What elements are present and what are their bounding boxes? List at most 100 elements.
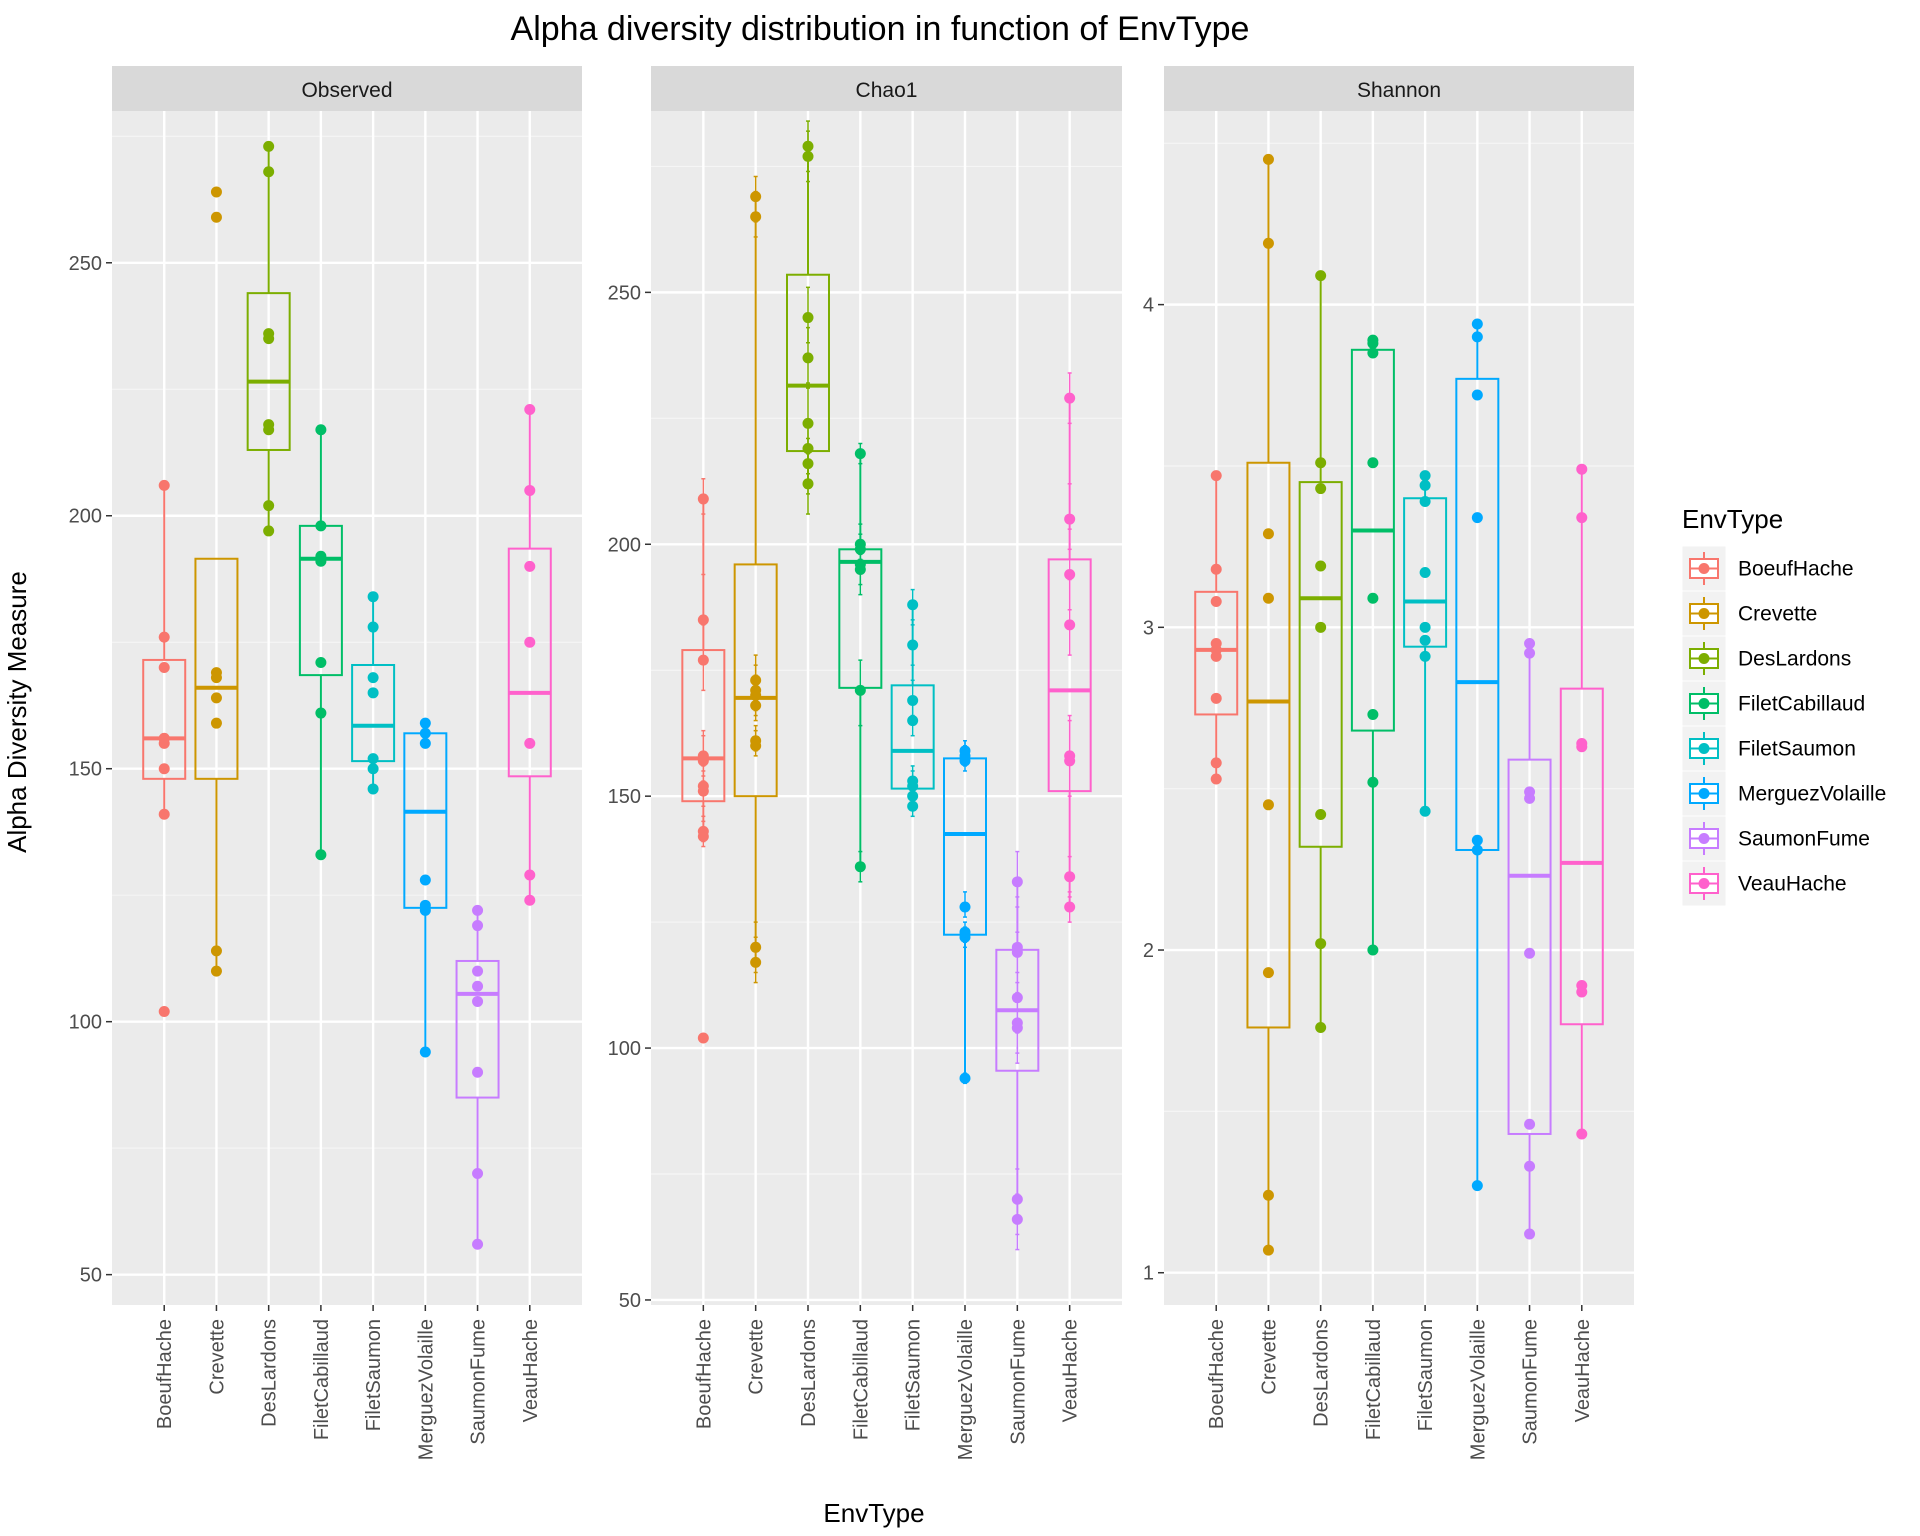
data-point	[315, 849, 327, 861]
data-point	[472, 1066, 484, 1078]
legend-key-point	[1698, 788, 1710, 799]
data-point	[1064, 750, 1076, 762]
data-point	[419, 717, 431, 729]
data-point	[524, 894, 536, 906]
data-point	[472, 904, 484, 916]
data-point	[315, 520, 327, 532]
data-point	[907, 694, 919, 706]
data-point	[802, 458, 814, 470]
group-deslardons	[246, 140, 291, 537]
x-tick-label: FiletSaumon	[903, 1319, 925, 1431]
legend-item-crevette: Crevette	[1681, 590, 1817, 637]
legend-key-point	[1698, 833, 1710, 844]
group-merguezvolaille	[403, 717, 448, 1058]
group-filetcabillaud	[1350, 334, 1395, 956]
data-point	[472, 920, 484, 932]
box	[1507, 758, 1552, 1135]
plot-background	[651, 111, 1122, 1305]
y-tick-label: 150	[69, 759, 102, 781]
data-point	[959, 926, 971, 938]
data-point	[1524, 637, 1536, 649]
data-point	[1471, 331, 1483, 343]
x-tick-label: VeauHache	[1060, 1319, 1082, 1422]
legend-label: Crevette	[1738, 603, 1817, 626]
x-tick-label: FiletCabillaud	[311, 1319, 333, 1440]
y-tick-label: 200	[608, 534, 641, 556]
data-point	[907, 775, 919, 787]
data-point	[1315, 483, 1327, 495]
y-tick-label: 4	[1143, 295, 1154, 317]
legend-label: DesLardons	[1738, 648, 1851, 671]
data-point	[1524, 947, 1536, 959]
box	[1298, 481, 1343, 848]
x-tick-label: VeauHache	[520, 1319, 542, 1422]
data-point	[907, 639, 919, 651]
data-point	[1011, 876, 1023, 888]
data-point	[907, 790, 919, 802]
box	[1559, 687, 1604, 1026]
x-tick-label: SaumonFume	[1007, 1319, 1029, 1445]
group-veauhache	[1047, 372, 1092, 923]
group-veauhache	[507, 404, 552, 906]
data-point	[907, 599, 919, 611]
legend-label: MerguezVolaille	[1738, 783, 1886, 806]
data-point	[419, 1046, 431, 1058]
x-tick-label: MerguezVolaille	[955, 1319, 977, 1460]
y-tick-label: 1	[1143, 1263, 1154, 1285]
legend-key-point	[1698, 563, 1710, 574]
data-point	[263, 166, 275, 178]
data-point	[1471, 512, 1483, 524]
data-point	[1367, 592, 1379, 604]
data-point	[1262, 592, 1274, 604]
data-point	[524, 636, 536, 648]
data-point	[210, 692, 222, 704]
data-point	[1524, 786, 1536, 798]
legend-key-point	[1698, 743, 1710, 754]
x-tick-label: MerguezVolaille	[1467, 1319, 1489, 1460]
legend-label: BoeufHache	[1738, 558, 1854, 581]
data-point	[1064, 568, 1076, 580]
y-axis-title: Alpha Diversity Measure	[2, 571, 32, 853]
data-point	[1419, 566, 1431, 578]
box	[194, 557, 239, 780]
y-tick-label: 100	[69, 1012, 102, 1034]
data-point	[210, 211, 222, 223]
data-point	[1210, 596, 1222, 608]
data-point	[1524, 647, 1536, 659]
group-filetsaumon	[890, 588, 935, 818]
data-point	[210, 667, 222, 679]
group-crevette	[1246, 153, 1291, 1256]
data-point	[854, 538, 866, 550]
data-point	[1419, 495, 1431, 507]
data-point	[472, 980, 484, 992]
data-point	[315, 550, 327, 562]
data-point	[1210, 470, 1222, 482]
legend-label: FiletSaumon	[1738, 738, 1856, 761]
legend: EnvType BoeufHache Crevette DesLardons File…	[1681, 504, 1886, 907]
y-tick-label: 250	[69, 253, 102, 275]
data-point	[697, 654, 709, 666]
data-point	[1315, 457, 1327, 469]
panel-chao1: Chao1 50 100 150 200 250 BoeufHache Crevette Des…	[608, 66, 1122, 1460]
box	[246, 292, 291, 451]
data-point	[524, 404, 536, 415]
data-point	[1315, 621, 1327, 633]
data-point	[750, 941, 762, 953]
data-point	[158, 662, 170, 674]
legend-item-veauhache: VeauHache	[1681, 860, 1847, 907]
data-point	[1471, 318, 1483, 330]
data-point	[1419, 479, 1431, 491]
data-point	[1262, 1244, 1274, 1256]
x-tick-label: SaumonFume	[1520, 1319, 1542, 1445]
data-point	[907, 715, 919, 727]
legend-key-point	[1698, 698, 1710, 709]
data-point	[1315, 560, 1327, 572]
data-point	[854, 684, 866, 696]
data-point	[750, 684, 762, 696]
y-tick-label: 150	[608, 786, 641, 808]
data-point	[1367, 708, 1379, 720]
data-point	[1011, 941, 1023, 953]
data-point	[1576, 512, 1588, 524]
